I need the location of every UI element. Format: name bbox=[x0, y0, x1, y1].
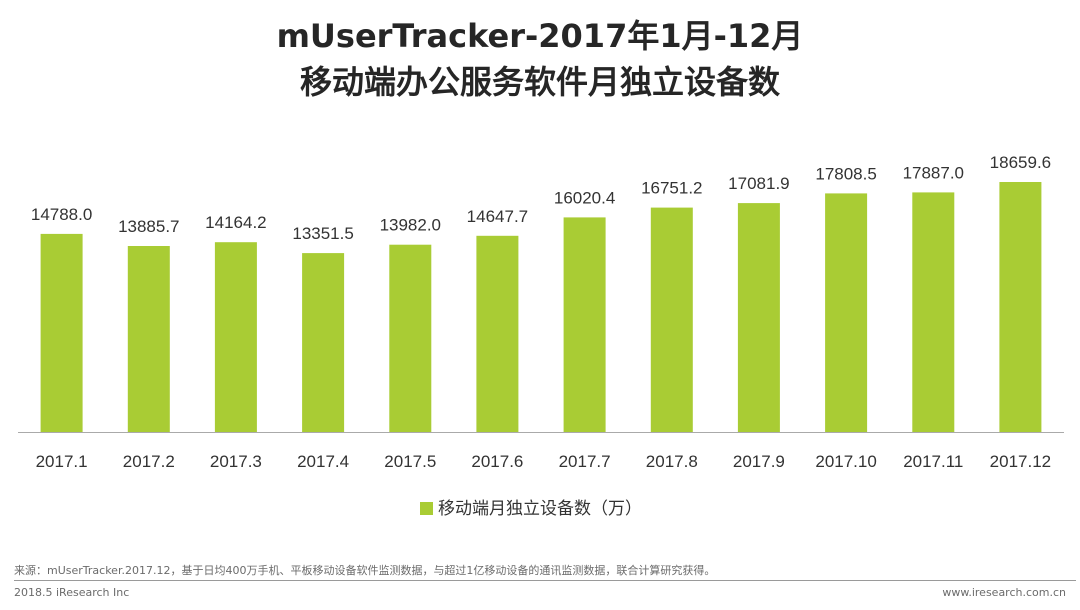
data-label-2017.10: 17808.5 bbox=[815, 164, 876, 183]
footer-divider bbox=[14, 580, 1076, 581]
x-tick-label-2017.6: 2017.6 bbox=[471, 452, 523, 471]
data-label-2017.2: 13885.7 bbox=[118, 217, 179, 236]
website-text: www.iresearch.com.cn bbox=[942, 586, 1066, 599]
data-label-2017.12: 18659.6 bbox=[990, 153, 1051, 172]
x-tick-label-2017.7: 2017.7 bbox=[559, 452, 611, 471]
x-tick-label-2017.2: 2017.2 bbox=[123, 452, 175, 471]
x-tick-label-2017.4: 2017.4 bbox=[297, 452, 349, 471]
data-label-2017.11: 17887.0 bbox=[903, 163, 964, 182]
bar-2017.12 bbox=[999, 182, 1042, 432]
x-tick-label-2017.9: 2017.9 bbox=[733, 452, 785, 471]
bar-2017.7 bbox=[563, 217, 606, 432]
x-tick-label-2017.8: 2017.8 bbox=[646, 452, 698, 471]
copyright-text: 2018.5 iResearch Inc bbox=[14, 586, 130, 599]
bar-2017.3 bbox=[214, 242, 257, 432]
data-label-2017.6: 14647.7 bbox=[467, 207, 528, 226]
chart-title-line1: mUserTracker-2017年1月-12月 bbox=[276, 17, 804, 55]
x-tick-label-2017.10: 2017.10 bbox=[815, 452, 876, 471]
x-tick-label-2017.3: 2017.3 bbox=[210, 452, 262, 471]
chart-title-line2: 移动端办公服务软件月独立设备数 bbox=[299, 63, 780, 101]
bar-2017.2 bbox=[127, 246, 170, 432]
bar-2017.10 bbox=[825, 193, 868, 432]
bar-2017.5 bbox=[389, 244, 432, 432]
data-label-2017.3: 14164.2 bbox=[205, 213, 266, 232]
legend-swatch bbox=[420, 502, 433, 515]
data-label-2017.8: 16751.2 bbox=[641, 179, 702, 198]
bar-2017.11 bbox=[912, 192, 955, 432]
data-label-2017.1: 14788.0 bbox=[31, 205, 92, 224]
bar-2017.4 bbox=[302, 253, 345, 432]
data-label-2017.5: 13982.0 bbox=[380, 216, 441, 235]
bar-2017.8 bbox=[650, 207, 693, 432]
data-label-2017.9: 17081.9 bbox=[728, 174, 789, 193]
x-tick-label-2017.12: 2017.12 bbox=[990, 452, 1051, 471]
bar-2017.9 bbox=[737, 203, 780, 432]
x-tick-label-2017.1: 2017.1 bbox=[36, 452, 88, 471]
bar-chart: 14788.0 2017.1 13885.7 2017.2 14164.2 2017.3 1… bbox=[18, 153, 1064, 519]
x-tick-label-2017.5: 2017.5 bbox=[384, 452, 436, 471]
bar-2017.6 bbox=[476, 235, 519, 432]
data-label-2017.4: 13351.5 bbox=[292, 224, 353, 243]
legend-label: 移动端月独立设备数（万） bbox=[438, 499, 642, 519]
data-label-2017.7: 16020.4 bbox=[554, 188, 615, 207]
source-note: 来源：mUserTracker.2017.12，基于日均400万手机、平板移动设… bbox=[14, 564, 716, 577]
x-tick-label-2017.11: 2017.11 bbox=[903, 452, 963, 471]
bar-2017.1 bbox=[40, 233, 83, 432]
